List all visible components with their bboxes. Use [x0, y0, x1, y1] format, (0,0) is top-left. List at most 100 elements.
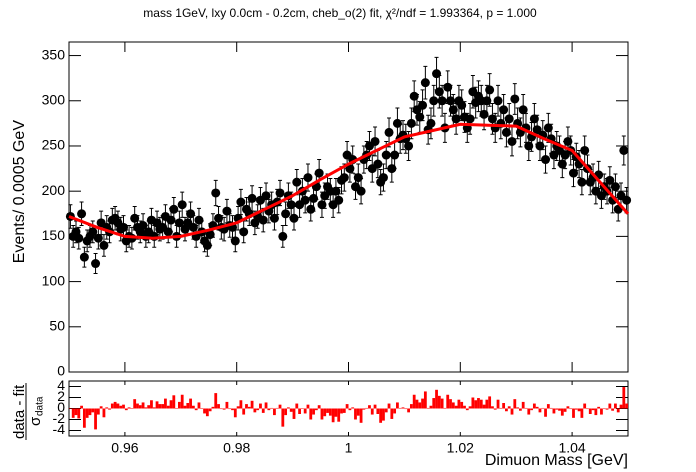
- error-cap: [414, 93, 419, 126]
- pull-bar: [351, 407, 355, 409]
- data-point: [524, 141, 534, 151]
- pull-bar: [80, 405, 83, 409]
- data-point: [580, 145, 590, 155]
- pull-bar: [183, 405, 187, 409]
- error-cap: [431, 84, 436, 117]
- pull-bar: [340, 408, 343, 414]
- pull-bar: [256, 408, 260, 411]
- pull-bar: [342, 408, 346, 413]
- data-point: [482, 96, 492, 106]
- pull-bar: [225, 401, 229, 409]
- error-cap: [359, 178, 364, 205]
- error-cap: [101, 234, 106, 257]
- pull-bar: [393, 408, 397, 414]
- error-cap: [155, 210, 160, 236]
- pull-bar: [513, 399, 517, 409]
- data-point: [74, 233, 84, 243]
- data-point: [563, 136, 573, 146]
- x-tick-label: 1: [345, 440, 353, 456]
- pull-bar: [236, 406, 240, 409]
- y-tick-label: 200: [42, 182, 66, 198]
- pull-bar: [583, 403, 587, 409]
- data-point: [465, 114, 475, 124]
- pull-bar: [491, 406, 494, 409]
- data-point: [261, 191, 271, 201]
- error-cap: [213, 179, 218, 207]
- pull-bar: [365, 407, 369, 409]
- pull-bar: [622, 387, 626, 409]
- pull-bar: [426, 407, 430, 409]
- pull-bar: [600, 408, 603, 415]
- error-cap: [423, 65, 428, 100]
- error-cap: [448, 84, 453, 117]
- data-point: [177, 200, 187, 210]
- pull-bar: [384, 408, 388, 413]
- pull-bar: [200, 408, 204, 409]
- pull-bar: [245, 404, 248, 409]
- data-point: [504, 114, 514, 124]
- error-cap: [487, 73, 492, 107]
- error-cap: [574, 142, 579, 171]
- data-point: [99, 240, 109, 250]
- data-point: [392, 118, 402, 128]
- error-cap: [621, 135, 626, 166]
- pull-bar: [259, 403, 262, 409]
- pull-bar: [217, 404, 220, 409]
- pull-bar: [214, 393, 218, 409]
- pull-bar: [231, 408, 234, 411]
- pull-bar: [194, 408, 198, 411]
- pull-bar: [99, 406, 103, 409]
- y-axis-label: Events/ 0.0005 GeV: [11, 120, 28, 264]
- data-point: [418, 100, 428, 110]
- data-point: [331, 186, 341, 196]
- error-cap: [336, 187, 341, 214]
- error-cap: [104, 215, 109, 240]
- pull-bar: [247, 406, 251, 409]
- pull-bar: [175, 408, 179, 409]
- error-cap: [518, 117, 523, 148]
- pull-bar: [292, 408, 296, 419]
- data-point: [269, 213, 279, 223]
- data-point: [334, 195, 344, 205]
- data-point: [493, 96, 503, 106]
- error-cap: [370, 154, 375, 183]
- data-point: [507, 136, 517, 146]
- data-point: [79, 252, 89, 262]
- data-point: [429, 96, 439, 106]
- error-cap: [420, 89, 425, 122]
- pull-bar: [518, 408, 522, 411]
- pull-bar: [594, 408, 598, 416]
- pull-bar: [222, 408, 226, 410]
- pull-bar: [133, 399, 137, 409]
- pull-bar: [312, 408, 315, 415]
- pull-bar: [144, 407, 148, 409]
- pull-bar: [586, 408, 589, 410]
- pull-bar: [471, 397, 475, 409]
- data-point: [236, 197, 246, 207]
- pull-bar: [91, 408, 95, 413]
- x-axis-label: Dimuon Mass [GeV]: [485, 452, 628, 469]
- data-point: [381, 150, 391, 160]
- error-cap: [401, 120, 406, 151]
- pull-bar: [532, 403, 536, 409]
- pull-bar: [493, 408, 497, 410]
- pull-bar: [300, 408, 304, 409]
- pull-bar: [404, 408, 408, 410]
- pull-bar: [69, 408, 72, 409]
- error-cap: [442, 112, 447, 143]
- error-cap: [440, 84, 445, 117]
- pull-label-subscript: data: [35, 396, 46, 416]
- pull-bar: [370, 408, 374, 415]
- data-point: [387, 164, 397, 174]
- pull-bar: [317, 405, 321, 409]
- pull-bar: [460, 401, 464, 409]
- pull-bar: [88, 408, 92, 416]
- data-point: [434, 87, 444, 97]
- pull-bar: [82, 408, 86, 428]
- pull-bar: [477, 398, 480, 409]
- pull-bar: [345, 404, 349, 409]
- pull-bar: [423, 391, 427, 409]
- pull-bar: [166, 405, 170, 409]
- pull-bar: [178, 401, 181, 409]
